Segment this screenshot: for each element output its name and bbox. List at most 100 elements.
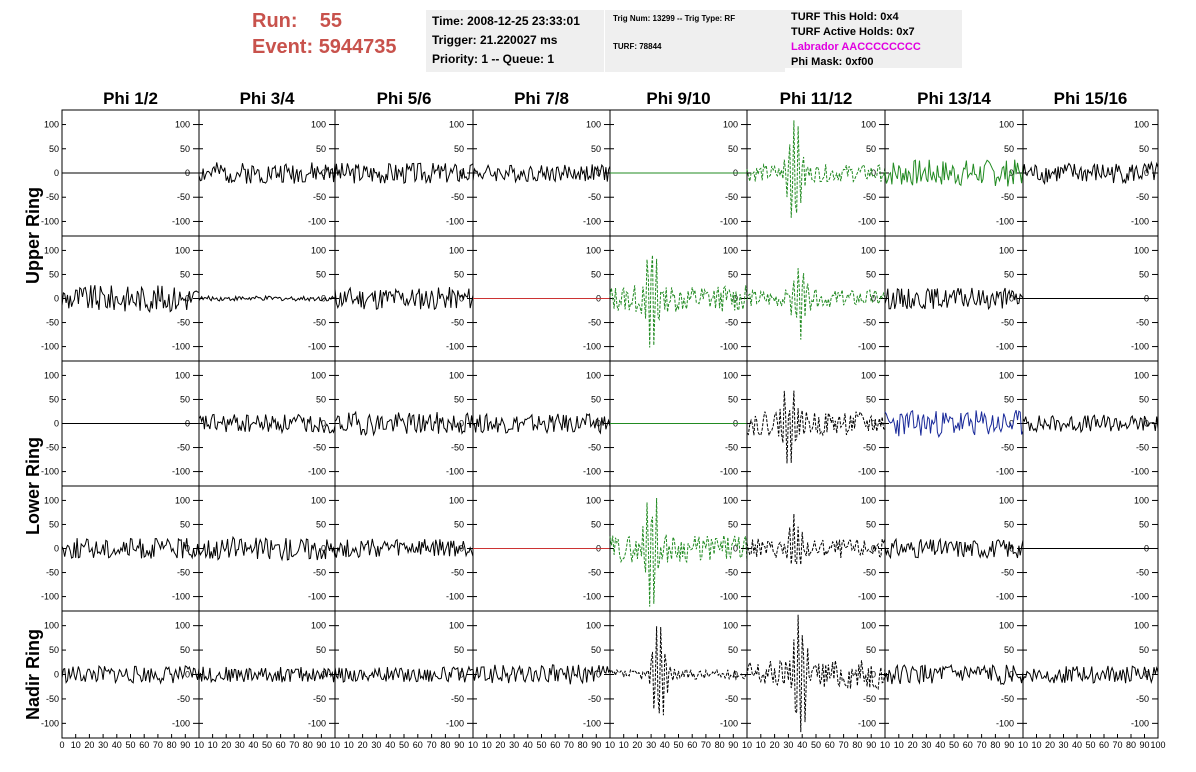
y-tick-label: 0 (185, 670, 190, 680)
y-tick-label: 0 (54, 294, 59, 304)
y-tick-label: -50 (313, 192, 326, 202)
y-tick-label: -50 (313, 443, 326, 453)
y-tick-label: -50 (1136, 568, 1149, 578)
y-tick-label: -100 (720, 216, 738, 226)
y-tick-label: 0 (596, 670, 601, 680)
y-tick-label: 50 (454, 645, 464, 655)
y-tick-label: 50 (180, 645, 190, 655)
x-tick-label: 100 (1150, 740, 1165, 750)
x-tick-label: 70 (977, 740, 987, 750)
y-tick-label: -50 (177, 694, 190, 704)
y-tick-label: -50 (451, 694, 464, 704)
waveform-trace (746, 268, 886, 340)
event-value: 5944735 (318, 36, 397, 58)
column-title: Phi 1/2 (103, 89, 158, 108)
y-tick-label: -50 (863, 694, 876, 704)
x-tick-label: 40 (660, 740, 670, 750)
y-tick-label: 50 (1004, 144, 1014, 154)
y-tick-label: -100 (172, 216, 190, 226)
y-tick-label: -50 (177, 318, 190, 328)
x-tick-label: 10 (605, 740, 615, 750)
y-tick-label: -100 (1131, 342, 1149, 352)
y-tick-label: -50 (1136, 443, 1149, 453)
y-tick-label: -100 (41, 467, 59, 477)
column-title: Phi 13/14 (917, 89, 991, 108)
x-tick-label: 50 (125, 740, 135, 750)
column-title: Phi 15/16 (1054, 89, 1128, 108)
y-tick-label: 100 (723, 120, 738, 130)
y-tick-label: -100 (996, 718, 1014, 728)
x-tick-label: 10 (482, 740, 492, 750)
y-tick-label: 100 (861, 495, 876, 505)
y-tick-label: -50 (46, 318, 59, 328)
y-tick-label: 50 (454, 144, 464, 154)
y-tick-label: -100 (308, 718, 326, 728)
waveform-trace (198, 666, 336, 684)
y-tick-label: -50 (177, 192, 190, 202)
waveform-trace (334, 538, 474, 559)
y-tick-label: 0 (1009, 670, 1014, 680)
y-tick-label: -100 (858, 467, 876, 477)
y-tick-label: -100 (1131, 216, 1149, 226)
y-tick-label: -50 (177, 443, 190, 453)
y-tick-label: 100 (586, 495, 601, 505)
y-tick-label: 50 (1004, 519, 1014, 529)
y-tick-label: 100 (861, 621, 876, 631)
y-tick-label: 50 (1004, 645, 1014, 655)
x-tick-label: 10 (1031, 740, 1041, 750)
y-tick-label: 100 (449, 245, 464, 255)
x-tick-label: 30 (921, 740, 931, 750)
x-tick-label: 40 (935, 740, 945, 750)
x-tick-label: 70 (289, 740, 299, 750)
y-tick-label: -50 (1001, 192, 1014, 202)
waveform-trace (198, 413, 336, 435)
y-tick-label: 50 (591, 394, 601, 404)
y-tick-label: 100 (586, 370, 601, 380)
y-tick-label: 100 (449, 370, 464, 380)
y-tick-label: -50 (46, 192, 59, 202)
y-tick-label: 100 (999, 120, 1014, 130)
y-tick-label: 0 (1009, 294, 1014, 304)
y-tick-label: -50 (1136, 694, 1149, 704)
y-tick-label: -50 (46, 443, 59, 453)
y-tick-label: 0 (54, 670, 59, 680)
y-tick-label: -50 (725, 318, 738, 328)
y-tick-label: -100 (858, 342, 876, 352)
y-tick-label: -50 (863, 318, 876, 328)
y-tick-label: -50 (863, 568, 876, 578)
waveform-trace (609, 626, 748, 716)
y-tick-label: 100 (586, 245, 601, 255)
y-tick-label: 50 (454, 519, 464, 529)
x-tick-label: 20 (632, 740, 642, 750)
x-tick-label: 90 (316, 740, 326, 750)
x-tick-label: 90 (591, 740, 601, 750)
x-tick-label: 10 (619, 740, 629, 750)
x-tick-label: 20 (770, 740, 780, 750)
y-tick-label: 50 (316, 269, 326, 279)
y-tick-label: -50 (588, 694, 601, 704)
event-label: Event: (252, 36, 314, 58)
y-tick-label: -50 (863, 192, 876, 202)
y-tick-label: -100 (720, 342, 738, 352)
x-tick-label: 30 (509, 740, 519, 750)
x-tick-label: 20 (84, 740, 94, 750)
column-title: Phi 5/6 (377, 89, 432, 108)
y-tick-label: -50 (451, 192, 464, 202)
column-title: Phi 7/8 (514, 89, 569, 108)
y-tick-label: 100 (999, 495, 1014, 505)
y-tick-label: 50 (728, 394, 738, 404)
y-tick-label: -50 (588, 443, 601, 453)
y-tick-label: -50 (451, 443, 464, 453)
y-tick-label: 50 (49, 645, 59, 655)
y-tick-label: 100 (1134, 495, 1149, 505)
y-tick-label: 100 (723, 495, 738, 505)
y-tick-label: 50 (180, 519, 190, 529)
y-tick-label: 0 (733, 544, 738, 554)
waveform-trace (198, 294, 336, 302)
y-tick-label: 50 (728, 519, 738, 529)
x-tick-label: 30 (371, 740, 381, 750)
y-tick-label: 50 (728, 144, 738, 154)
x-tick-label: 10 (208, 740, 218, 750)
y-tick-label: 100 (175, 495, 190, 505)
y-tick-label: 50 (316, 645, 326, 655)
